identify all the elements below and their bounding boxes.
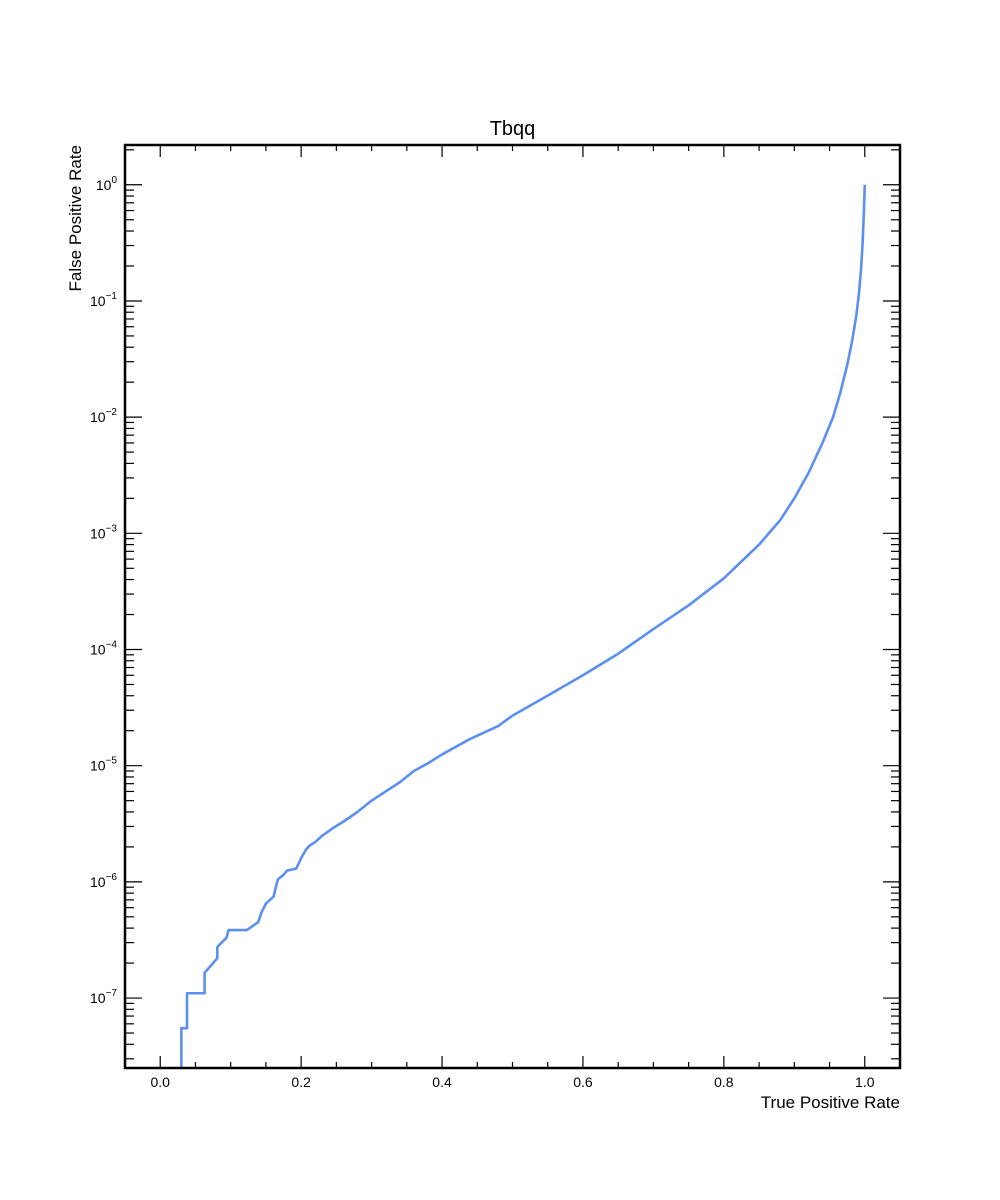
y-tick-label: 10−5 [90, 756, 117, 774]
x-axis-ticks [124, 145, 901, 1068]
x-axis-label: True Positive Rate [761, 1093, 900, 1112]
x-tick-label: 0.2 [291, 1074, 311, 1090]
y-axis-tick-labels: 100 10−1 10−2 10−3 10−4 10−5 10−6 10−7 [90, 175, 117, 1006]
y-tick-label: 10−1 [90, 291, 117, 309]
y-axis-label: False Positive Rate [66, 145, 85, 291]
x-axis-tick-labels: 0.0 0.2 0.4 0.6 0.8 1.0 [150, 1074, 874, 1090]
x-tick-label: 1.0 [855, 1074, 875, 1090]
y-tick-label: 10−6 [90, 872, 117, 890]
y-axis-ticks [125, 149, 900, 1060]
x-tick-label: 0.8 [714, 1074, 734, 1090]
y-tick-label: 10−4 [90, 640, 117, 658]
x-tick-label: 0.4 [432, 1074, 452, 1090]
y-tick-label: 10−7 [90, 988, 117, 1006]
series-line-tbqq [180, 184, 867, 1068]
y-tick-label: 10−3 [90, 523, 117, 541]
x-tick-label: 0.0 [150, 1074, 170, 1090]
y-tick-label: 10−2 [90, 407, 117, 425]
y-tick-label: 100 [96, 175, 118, 193]
chart-title: Tbqq [490, 118, 536, 140]
x-tick-label: 0.6 [573, 1074, 593, 1090]
plot-frame [123, 143, 902, 1070]
